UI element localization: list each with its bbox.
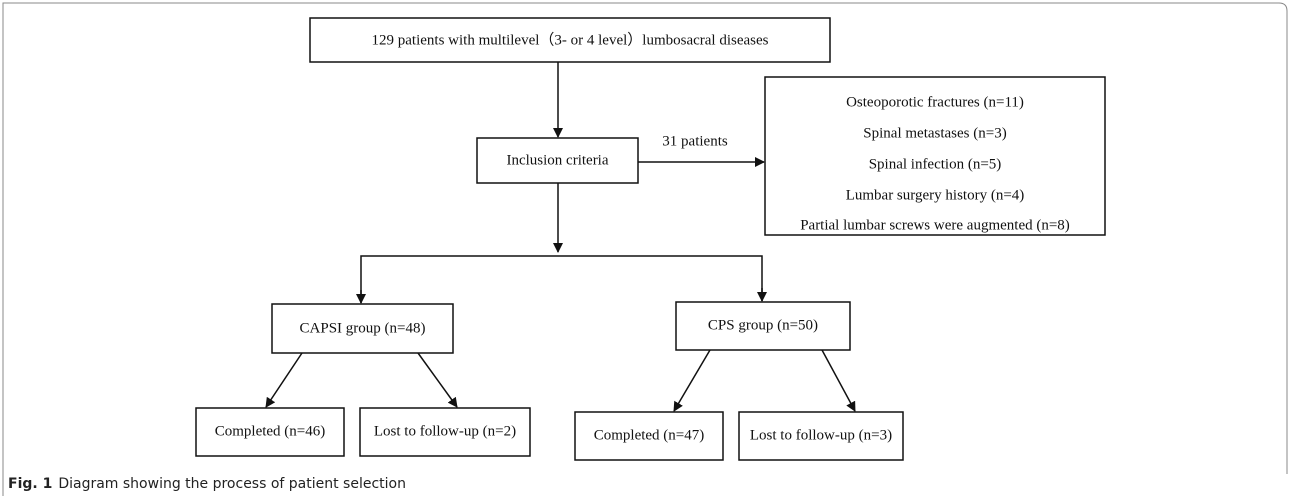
arrow	[821, 349, 856, 412]
node-box	[738, 411, 904, 461]
node-label: Completed (n=46)	[215, 423, 326, 439]
edge-label: 31 patients	[662, 133, 728, 149]
caption-text: Diagram showing the process of patient s…	[58, 476, 406, 492]
exclusion-item: Spinal infection (n=5)	[869, 156, 1002, 172]
node-boxes: 129 patients with multilevel（3- or 4 lev…	[195, 17, 904, 461]
node-label: Completed (n=47)	[594, 427, 705, 443]
node-label: Inclusion criteria	[506, 152, 608, 168]
branch-line	[360, 255, 763, 303]
node-box	[271, 303, 454, 354]
node-label: Lost to follow-up (n=2)	[374, 423, 516, 439]
arrow	[417, 352, 458, 408]
exclusion-frame	[764, 76, 1106, 236]
exclusion-box: Osteoporotic fractures (n=11) Spinal met…	[764, 76, 1106, 236]
node-box	[574, 411, 724, 461]
arrow	[265, 352, 303, 408]
node-label: CPS group (n=50)	[708, 317, 818, 333]
node-box	[309, 17, 831, 63]
exclusion-item: Spinal metastases (n=3)	[863, 125, 1006, 141]
node-label: CAPSI group (n=48)	[300, 320, 426, 336]
exclusion-item: Partial lumbar screws were augmented (n=…	[800, 217, 1070, 233]
exclusion-item: Osteoporotic fractures (n=11)	[846, 94, 1024, 110]
node-label: Lost to follow-up (n=3)	[750, 427, 892, 443]
arrow	[673, 349, 711, 412]
caption-label: Fig. 1	[8, 476, 52, 492]
node-label: 129 patients with multilevel（3- or 4 lev…	[372, 31, 769, 48]
node-box	[195, 407, 345, 457]
exclusion-item: Lumbar surgery history (n=4)	[846, 187, 1025, 203]
connectors	[265, 62, 856, 412]
node-box	[359, 407, 531, 457]
caption: Fig. 1 Diagram showing the process of pat…	[8, 476, 406, 492]
node-box	[675, 301, 851, 351]
